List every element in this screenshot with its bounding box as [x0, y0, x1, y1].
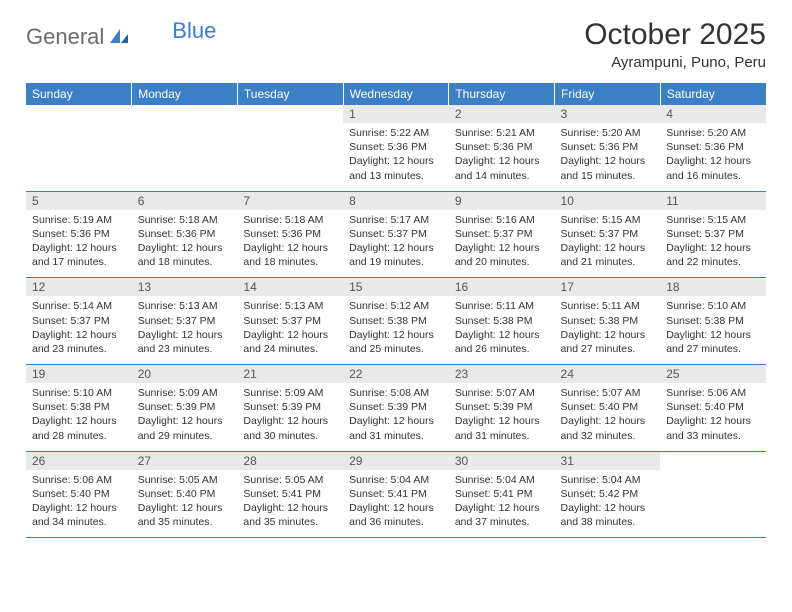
day-content-cell: Sunrise: 5:09 AMSunset: 5:39 PMDaylight:… — [237, 383, 343, 451]
day-content-cell: Sunrise: 5:06 AMSunset: 5:40 PMDaylight:… — [26, 470, 132, 538]
logo-sail-icon — [108, 27, 130, 48]
day-content-cell: Sunrise: 5:21 AMSunset: 5:36 PMDaylight:… — [449, 123, 555, 191]
day-number-cell: 22 — [343, 365, 449, 384]
day-content-cell: Sunrise: 5:07 AMSunset: 5:40 PMDaylight:… — [555, 383, 661, 451]
day-number-cell: 10 — [555, 191, 661, 210]
logo: General Blue — [26, 24, 178, 50]
day-number-cell: 14 — [237, 278, 343, 297]
day-content-cell: Sunrise: 5:05 AMSunset: 5:40 PMDaylight:… — [132, 470, 238, 538]
day-content-cell: Sunrise: 5:06 AMSunset: 5:40 PMDaylight:… — [660, 383, 766, 451]
day-number-cell: 26 — [26, 451, 132, 470]
day-number-cell — [26, 105, 132, 123]
day-content-cell: Sunrise: 5:18 AMSunset: 5:36 PMDaylight:… — [132, 210, 238, 278]
day-content-row: Sunrise: 5:22 AMSunset: 5:36 PMDaylight:… — [26, 123, 766, 191]
day-content-cell — [26, 123, 132, 191]
day-number-cell: 16 — [449, 278, 555, 297]
day-content-row: Sunrise: 5:06 AMSunset: 5:40 PMDaylight:… — [26, 470, 766, 538]
day-content-cell: Sunrise: 5:04 AMSunset: 5:41 PMDaylight:… — [343, 470, 449, 538]
day-number-cell: 5 — [26, 191, 132, 210]
day-number-cell: 13 — [132, 278, 238, 297]
day-content-cell: Sunrise: 5:20 AMSunset: 5:36 PMDaylight:… — [660, 123, 766, 191]
day-content-cell: Sunrise: 5:08 AMSunset: 5:39 PMDaylight:… — [343, 383, 449, 451]
day-number-cell: 6 — [132, 191, 238, 210]
day-number-cell: 27 — [132, 451, 238, 470]
day-content-row: Sunrise: 5:10 AMSunset: 5:38 PMDaylight:… — [26, 383, 766, 451]
weekday-header: Monday — [132, 83, 238, 105]
day-number-cell: 4 — [660, 105, 766, 123]
logo-text-blue: Blue — [172, 18, 216, 44]
day-content-cell: Sunrise: 5:19 AMSunset: 5:36 PMDaylight:… — [26, 210, 132, 278]
day-content-cell — [660, 470, 766, 538]
day-number-row: 567891011 — [26, 191, 766, 210]
header: General Blue October 2025 Ayrampuni, Pun… — [26, 18, 766, 71]
day-content-cell: Sunrise: 5:11 AMSunset: 5:38 PMDaylight:… — [449, 296, 555, 364]
day-number-cell: 15 — [343, 278, 449, 297]
day-content-cell: Sunrise: 5:22 AMSunset: 5:36 PMDaylight:… — [343, 123, 449, 191]
day-content-cell: Sunrise: 5:13 AMSunset: 5:37 PMDaylight:… — [132, 296, 238, 364]
day-content-cell: Sunrise: 5:10 AMSunset: 5:38 PMDaylight:… — [660, 296, 766, 364]
calendar-table: SundayMondayTuesdayWednesdayThursdayFrid… — [26, 83, 766, 538]
day-number-cell: 31 — [555, 451, 661, 470]
day-number-cell: 20 — [132, 365, 238, 384]
month-title: October 2025 — [584, 18, 766, 52]
day-number-row: 12131415161718 — [26, 278, 766, 297]
day-number-cell: 7 — [237, 191, 343, 210]
calendar-body: 1234 Sunrise: 5:22 AMSunset: 5:36 PMDayl… — [26, 105, 766, 538]
day-number-cell — [237, 105, 343, 123]
day-content-cell: Sunrise: 5:07 AMSunset: 5:39 PMDaylight:… — [449, 383, 555, 451]
weekday-header: Sunday — [26, 83, 132, 105]
day-content-cell: Sunrise: 5:15 AMSunset: 5:37 PMDaylight:… — [660, 210, 766, 278]
day-number-cell: 12 — [26, 278, 132, 297]
day-number-cell: 8 — [343, 191, 449, 210]
day-content-cell — [132, 123, 238, 191]
day-content-cell: Sunrise: 5:15 AMSunset: 5:37 PMDaylight:… — [555, 210, 661, 278]
day-number-cell: 23 — [449, 365, 555, 384]
location: Ayrampuni, Puno, Peru — [584, 54, 766, 71]
day-content-cell: Sunrise: 5:17 AMSunset: 5:37 PMDaylight:… — [343, 210, 449, 278]
day-number-cell: 29 — [343, 451, 449, 470]
day-number-cell: 2 — [449, 105, 555, 123]
day-content-cell: Sunrise: 5:12 AMSunset: 5:38 PMDaylight:… — [343, 296, 449, 364]
day-number-cell — [660, 451, 766, 470]
day-number-cell: 11 — [660, 191, 766, 210]
day-content-cell: Sunrise: 5:20 AMSunset: 5:36 PMDaylight:… — [555, 123, 661, 191]
day-number-cell: 3 — [555, 105, 661, 123]
day-number-cell: 25 — [660, 365, 766, 384]
day-content-cell: Sunrise: 5:11 AMSunset: 5:38 PMDaylight:… — [555, 296, 661, 364]
day-number-cell: 1 — [343, 105, 449, 123]
day-content-row: Sunrise: 5:14 AMSunset: 5:37 PMDaylight:… — [26, 296, 766, 364]
day-content-cell: Sunrise: 5:10 AMSunset: 5:38 PMDaylight:… — [26, 383, 132, 451]
day-content-cell: Sunrise: 5:04 AMSunset: 5:42 PMDaylight:… — [555, 470, 661, 538]
day-content-cell: Sunrise: 5:16 AMSunset: 5:37 PMDaylight:… — [449, 210, 555, 278]
weekday-header-row: SundayMondayTuesdayWednesdayThursdayFrid… — [26, 83, 766, 105]
weekday-header: Wednesday — [343, 83, 449, 105]
weekday-header: Friday — [555, 83, 661, 105]
day-number-cell: 9 — [449, 191, 555, 210]
day-content-cell: Sunrise: 5:14 AMSunset: 5:37 PMDaylight:… — [26, 296, 132, 364]
day-number-cell: 17 — [555, 278, 661, 297]
weekday-header: Tuesday — [237, 83, 343, 105]
day-content-cell: Sunrise: 5:04 AMSunset: 5:41 PMDaylight:… — [449, 470, 555, 538]
day-number-cell: 21 — [237, 365, 343, 384]
day-number-row: 19202122232425 — [26, 365, 766, 384]
logo-text-general: General — [26, 24, 104, 50]
day-content-cell — [237, 123, 343, 191]
day-number-cell: 28 — [237, 451, 343, 470]
day-number-row: 262728293031 — [26, 451, 766, 470]
day-content-cell: Sunrise: 5:13 AMSunset: 5:37 PMDaylight:… — [237, 296, 343, 364]
day-content-cell: Sunrise: 5:05 AMSunset: 5:41 PMDaylight:… — [237, 470, 343, 538]
day-number-cell: 24 — [555, 365, 661, 384]
day-number-cell: 19 — [26, 365, 132, 384]
weekday-header: Saturday — [660, 83, 766, 105]
day-number-cell: 30 — [449, 451, 555, 470]
day-content-row: Sunrise: 5:19 AMSunset: 5:36 PMDaylight:… — [26, 210, 766, 278]
day-content-cell: Sunrise: 5:09 AMSunset: 5:39 PMDaylight:… — [132, 383, 238, 451]
day-number-row: 1234 — [26, 105, 766, 123]
title-block: October 2025 Ayrampuni, Puno, Peru — [584, 18, 766, 71]
day-number-cell — [132, 105, 238, 123]
day-content-cell: Sunrise: 5:18 AMSunset: 5:36 PMDaylight:… — [237, 210, 343, 278]
day-number-cell: 18 — [660, 278, 766, 297]
weekday-header: Thursday — [449, 83, 555, 105]
